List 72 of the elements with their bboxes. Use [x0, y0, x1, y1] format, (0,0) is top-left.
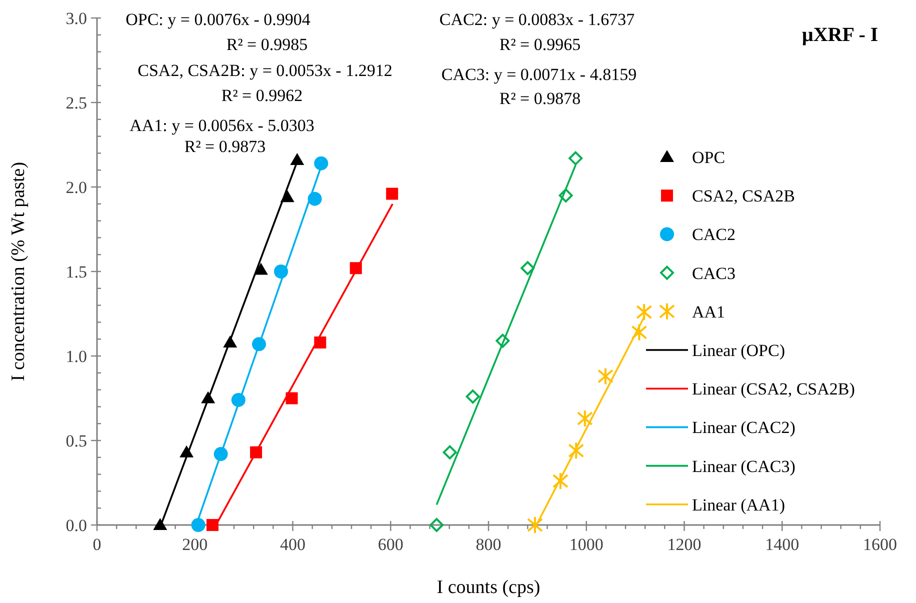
point [231, 392, 246, 407]
y-tick-label: 0.5 [66, 431, 87, 450]
point [442, 445, 457, 460]
point [496, 334, 510, 348]
point [206, 519, 218, 531]
annotation: R² = 0.9962 [221, 86, 303, 105]
legend-label: Linear (AA1) [692, 495, 785, 514]
legend-label: Linear (CAC3) [692, 456, 796, 476]
y-tick-label: 2.5 [66, 93, 87, 112]
point [274, 264, 288, 278]
point [386, 188, 398, 200]
x-axis-title: I counts (cps) [436, 577, 540, 598]
x-tick-label: 800 [476, 535, 502, 554]
point [290, 152, 304, 165]
y-tick-label: 3.0 [66, 8, 87, 28]
point [568, 442, 584, 460]
point [350, 262, 362, 274]
legend-label: CAC2 [692, 225, 736, 244]
x-tick-label: 1000 [569, 535, 604, 554]
point [214, 447, 228, 462]
point [552, 472, 568, 490]
annotation: AA1: y = 0.0056x - 5.0303 [130, 116, 314, 135]
point [191, 518, 206, 532]
point [466, 390, 480, 404]
point [180, 445, 194, 458]
point [201, 391, 216, 404]
point [558, 188, 573, 202]
point [568, 151, 583, 166]
x-tick-label: 1600 [863, 535, 897, 554]
x-tick-label: 0 [92, 535, 102, 554]
legend-label: OPC [692, 148, 726, 167]
x-tick-label: 400 [280, 535, 306, 554]
point [308, 192, 322, 206]
point [597, 367, 614, 386]
y-tick-label: 0.0 [66, 516, 87, 535]
y-tick-label: 2.0 [66, 178, 87, 197]
annotation: R² = 0.9878 [499, 89, 581, 108]
annotation: R² = 0.9965 [499, 35, 581, 54]
chart-title: µXRF - I [802, 24, 878, 46]
point [286, 392, 298, 404]
annotation: CSA2, CSA2B: y = 0.0053x - 1.2912 [138, 61, 392, 80]
x-tick-label: 1200 [667, 535, 702, 554]
point [153, 518, 168, 530]
x-tick-label: 200 [182, 535, 208, 554]
point [250, 446, 262, 458]
point [254, 262, 268, 275]
legend-label: Linear (CSA2, CSA2B) [692, 380, 855, 399]
point [526, 516, 543, 534]
point [430, 518, 444, 532]
legend-label: CAC3 [692, 264, 736, 283]
legend-label: AA1 [692, 302, 726, 322]
point [223, 335, 238, 348]
annotation: CAC3: y = 0.0071x - 4.8159 [441, 65, 637, 84]
point [520, 261, 535, 276]
point [314, 336, 326, 348]
legend-label: CSA2, CSA2B [692, 186, 795, 206]
y-tick-label: 1.5 [66, 262, 87, 282]
annotation: R² = 0.9985 [226, 35, 308, 54]
point [631, 323, 648, 342]
point [314, 156, 328, 170]
annotation: CAC2: y = 0.0083x - 1.6737 [439, 10, 636, 29]
x-tick-label: 1400 [765, 535, 800, 554]
annotation: OPC: y = 0.0076x - 0.9904 [126, 10, 311, 29]
y-tick-label: 1.0 [66, 346, 87, 366]
annotation: R² = 0.9873 [184, 137, 266, 156]
legend-label: Linear (OPC) [692, 340, 786, 360]
point [280, 190, 294, 202]
x-tick-label: 600 [378, 535, 404, 554]
point [252, 337, 266, 352]
y-axis-title: I concentration (% Wt paste) [8, 162, 29, 382]
legend-label: Linear (CAC2) [692, 418, 796, 438]
point [576, 410, 593, 428]
